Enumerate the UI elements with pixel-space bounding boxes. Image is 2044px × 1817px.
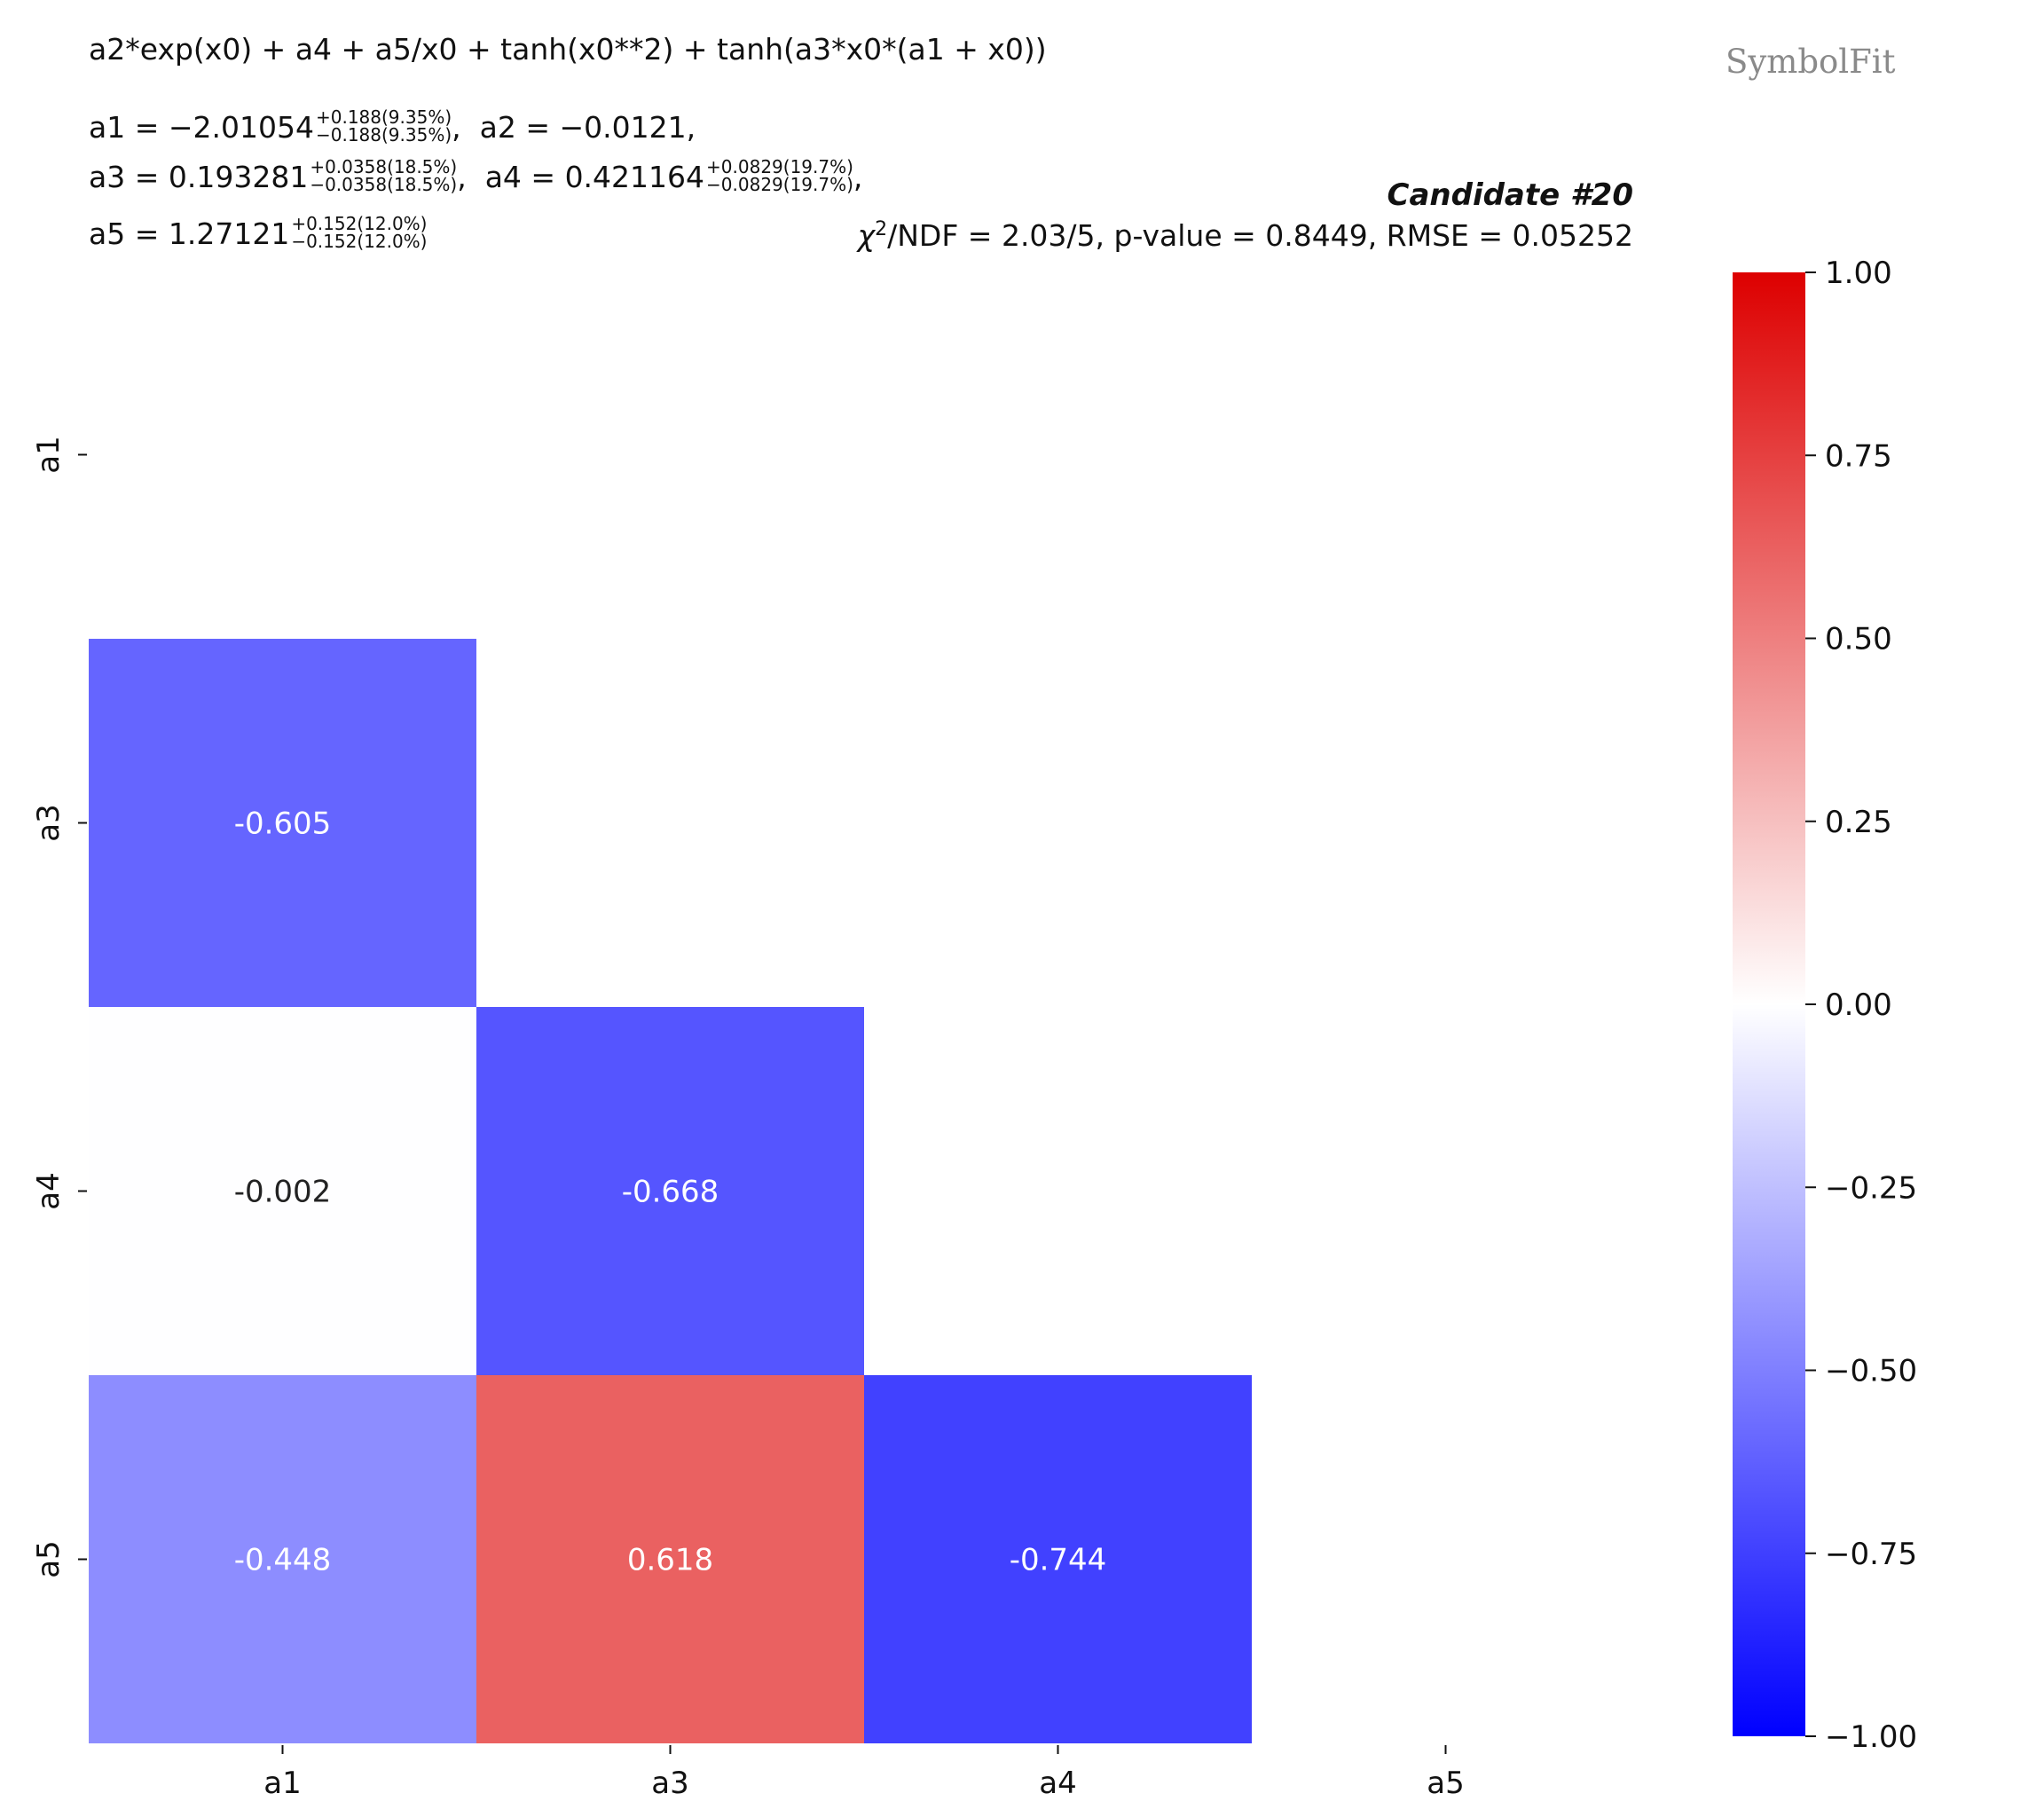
y-tick-label: a3 <box>31 804 67 841</box>
cell-label: -0.668 <box>622 1175 719 1210</box>
candidate-title: Candidate #20 <box>1387 177 1634 213</box>
param-line-2: a3 = 0.193281 +0.0358(18.5%) −0.0358(18.5%… <box>89 155 863 195</box>
colorbar-tick-label: 0.00 <box>1825 987 1892 1023</box>
fit-statistics: χ2/NDF = 2.03/5, p-value = 0.8449, RMSE … <box>857 218 1633 253</box>
x-tick-label: a5 <box>1427 1766 1464 1801</box>
heatmap-cell-a5-a1 <box>89 1375 476 1743</box>
heatmap-cell-a4-a1 <box>89 1007 476 1375</box>
x-tick-label: a4 <box>1039 1766 1076 1801</box>
x-tick-label: a1 <box>263 1766 301 1801</box>
colorbar-ticks: 1.00 0.75 0.50 0.25 0.00 −0.25 −0.50 −0.75 −1.00 <box>1805 256 1917 1755</box>
heatmap-cell-a3-a1 <box>89 639 476 1007</box>
param-a5: a5 = 1.27121 +0.152(12.0%) −0.152(12.0%) <box>89 212 428 252</box>
param-line-3: a5 = 1.27121 +0.152(12.0%) −0.152(12.0%) <box>89 212 428 254</box>
x-tick-label: a3 <box>651 1766 688 1801</box>
cell-label: -0.605 <box>234 806 332 842</box>
cell-label: -0.744 <box>1010 1543 1107 1578</box>
y-tick-label: a5 <box>31 1540 67 1577</box>
param-a4: a4 = 0.421164 +0.0829(19.7%) −0.0829(19.7%… <box>484 155 853 195</box>
y-tick-label: a1 <box>31 436 67 473</box>
colorbar-tick-label: 0.50 <box>1825 622 1892 657</box>
colorbar <box>1733 272 1805 1736</box>
colorbar-tick-label: 1.00 <box>1825 256 1892 291</box>
y-tick-label: a4 <box>31 1172 67 1209</box>
colorbar-tick-label: −0.75 <box>1825 1537 1917 1572</box>
colorbar-tick-label: 0.75 <box>1825 438 1892 474</box>
param-a2: a2 = −0.0121, <box>479 110 696 145</box>
cell-label: -0.002 <box>234 1175 332 1210</box>
heatmap-cells: -0.605 -0.002 -0.668 -0.448 0.618 -0.744 <box>89 639 1252 1743</box>
fit-expression: a2*exp(x0) + a4 + a5/x0 + tanh(x0**2) + … <box>89 32 1047 67</box>
param-a1: a1 = −2.01054 +0.188(9.35%) −0.188(9.35%) <box>89 106 452 146</box>
cell-label: 0.618 <box>627 1543 713 1578</box>
param-a3: a3 = 0.193281 +0.0358(18.5%) −0.0358(18.5%… <box>89 155 458 195</box>
colorbar-tick-label: −0.25 <box>1825 1170 1917 1206</box>
colorbar-tick-label: 0.25 <box>1825 805 1892 840</box>
heatmap-cell-a5-a4 <box>864 1375 1252 1743</box>
colorbar-tick-label: −0.50 <box>1825 1354 1917 1389</box>
cell-label: -0.448 <box>234 1543 332 1578</box>
heatmap-axes: a1 a3 a4 a5 a1 a3 a4 a5 <box>31 436 1465 1801</box>
param-line-1: a1 = −2.01054 +0.188(9.35%) −0.188(9.35%),… <box>89 106 696 146</box>
heatmap-cell-a4-a3 <box>476 1007 864 1375</box>
colorbar-tick-label: −1.00 <box>1825 1719 1917 1755</box>
symbolfit-logo: SymbolFit <box>1726 43 1896 81</box>
heatmap-cell-a5-a3 <box>476 1375 864 1743</box>
